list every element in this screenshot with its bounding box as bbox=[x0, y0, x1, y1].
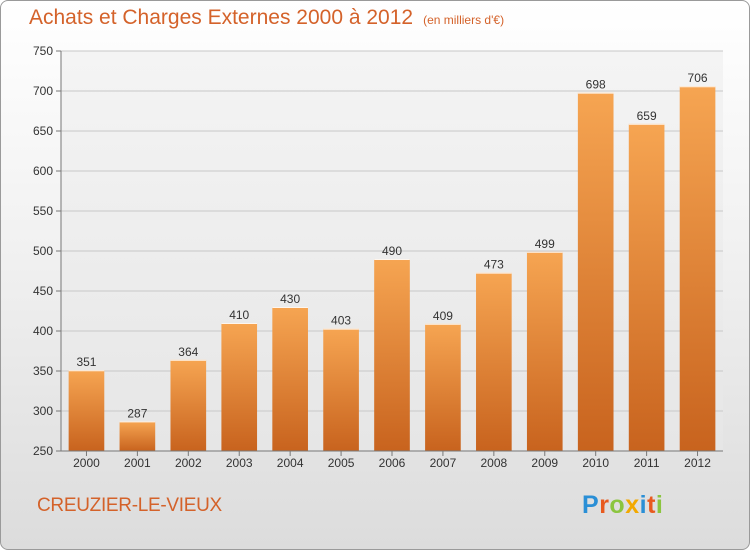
bars: 351 287 364 410 430 403 490 409 473 499 698 659 706 bbox=[68, 71, 716, 452]
x-tick-label: 2002 bbox=[175, 456, 202, 470]
bar bbox=[476, 272, 512, 451]
x-tick-label: 2012 bbox=[684, 456, 711, 470]
bar-value-label: 430 bbox=[280, 292, 300, 306]
bar-value-label: 706 bbox=[688, 71, 708, 85]
bar bbox=[577, 92, 614, 451]
x-tick-label: 2001 bbox=[124, 456, 151, 470]
x-tick-label: 2009 bbox=[531, 456, 558, 470]
bar bbox=[374, 259, 410, 451]
logo-letter: o bbox=[609, 491, 626, 519]
bar bbox=[272, 307, 308, 451]
logo-letter: t bbox=[647, 491, 656, 519]
chart-title-block: Achats et Charges Externes 2000 à 2012 (e… bbox=[29, 6, 504, 30]
y-tick-label: 250 bbox=[33, 444, 53, 458]
bar-value-label: 659 bbox=[637, 109, 657, 123]
bar-value-label: 287 bbox=[127, 406, 147, 420]
bar-value-label: 499 bbox=[535, 237, 555, 251]
bar bbox=[170, 359, 207, 451]
bar-value-label: 698 bbox=[586, 78, 606, 92]
bar bbox=[323, 328, 359, 451]
x-tick-label: 2003 bbox=[226, 456, 253, 470]
bar bbox=[679, 86, 716, 451]
bar-value-label: 410 bbox=[229, 308, 249, 322]
x-tick-label: 2006 bbox=[379, 456, 406, 470]
bar-value-label: 351 bbox=[76, 355, 96, 369]
logo-letter: r bbox=[599, 491, 610, 519]
y-tick-label: 700 bbox=[33, 84, 53, 98]
y-tick-label: 500 bbox=[33, 244, 53, 258]
x-tick-label: 2007 bbox=[430, 456, 457, 470]
x-tick-label: 2011 bbox=[634, 456, 660, 470]
y-tick-label: 750 bbox=[33, 44, 53, 58]
bar bbox=[628, 123, 665, 452]
y-tick-label: 450 bbox=[33, 284, 53, 298]
y-tick-label: 600 bbox=[33, 164, 53, 178]
y-axis: 250 300 350 400 450 500 550 600 650 700 750 bbox=[33, 44, 62, 458]
bar-value-label: 490 bbox=[382, 244, 402, 258]
y-tick-label: 650 bbox=[33, 124, 53, 138]
logo-letter: x bbox=[625, 491, 640, 519]
y-tick-label: 400 bbox=[33, 324, 53, 338]
logo-letter: P bbox=[582, 491, 600, 519]
y-tick-label: 300 bbox=[33, 404, 53, 418]
x-tick-label: 2000 bbox=[73, 456, 100, 470]
logo-letter: i bbox=[655, 491, 664, 519]
bar bbox=[119, 421, 156, 451]
x-tick-label: 2004 bbox=[277, 456, 304, 470]
bar-value-label: 364 bbox=[178, 345, 198, 359]
commune-name: CREUZIER-LE-VIEUX bbox=[37, 495, 222, 516]
x-tick-label: 2008 bbox=[480, 456, 507, 470]
chart-unit: (en milliers d'€) bbox=[423, 13, 505, 27]
proxiti-logo[interactable]: Proxiti bbox=[582, 491, 663, 520]
bar-value-label: 403 bbox=[331, 314, 351, 328]
bar-value-label: 409 bbox=[433, 309, 453, 323]
chart-title: Achats et Charges Externes 2000 à 2012 bbox=[29, 6, 414, 29]
bar bbox=[526, 251, 563, 451]
y-tick-label: 550 bbox=[33, 204, 53, 218]
x-tick-label: 2010 bbox=[582, 456, 609, 470]
x-tick-label: 2005 bbox=[328, 456, 355, 470]
bar bbox=[68, 370, 105, 451]
bar-value-label: 473 bbox=[484, 258, 504, 272]
bar bbox=[221, 323, 258, 451]
y-tick-label: 350 bbox=[33, 364, 53, 378]
bar bbox=[425, 323, 461, 451]
logo-letter: i bbox=[639, 491, 648, 519]
x-axis: 2000 2001 2002 2003 2004 2005 2006 2007 2008 2009… bbox=[61, 450, 723, 470]
